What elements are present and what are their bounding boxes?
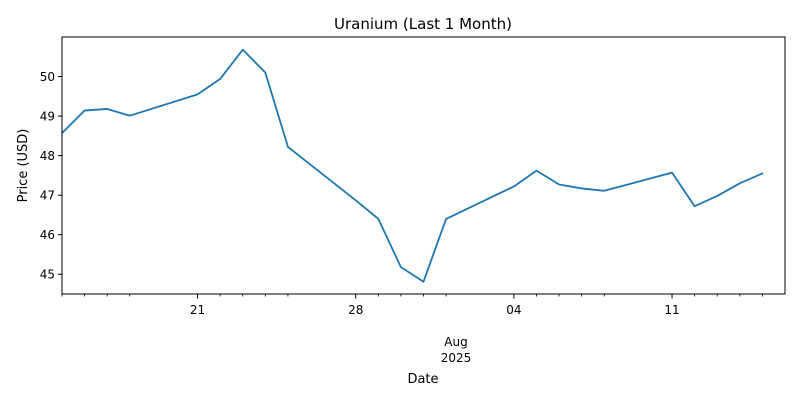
chart-title: Uranium (Last 1 Month) [334,15,512,33]
x-tick-label: 11 [664,303,679,317]
y-tick-label: 47 [40,189,55,203]
x-month-label: Aug [444,335,467,349]
y-tick-label: 50 [40,70,55,84]
y-axis-ticks: 45 46 47 48 49 50 [40,70,62,282]
x-axis-label: Date [407,372,438,387]
x-tick-label: 28 [348,303,363,317]
y-axis-label: Price (USD) [16,129,31,203]
plot-frame [61,36,786,295]
y-tick-label: 48 [40,149,55,163]
x-tick-label: 21 [190,303,205,317]
series-layer [62,48,764,283]
x-axis-ticks: 21 28 04 11 Aug 2025 [61,294,763,365]
x-year-label: 2025 [441,351,472,365]
price-series-line [62,48,764,283]
y-tick-label: 45 [40,268,55,282]
y-tick-label: 46 [40,228,55,242]
x-tick-label: 04 [506,303,521,317]
y-tick-label: 49 [40,110,55,124]
